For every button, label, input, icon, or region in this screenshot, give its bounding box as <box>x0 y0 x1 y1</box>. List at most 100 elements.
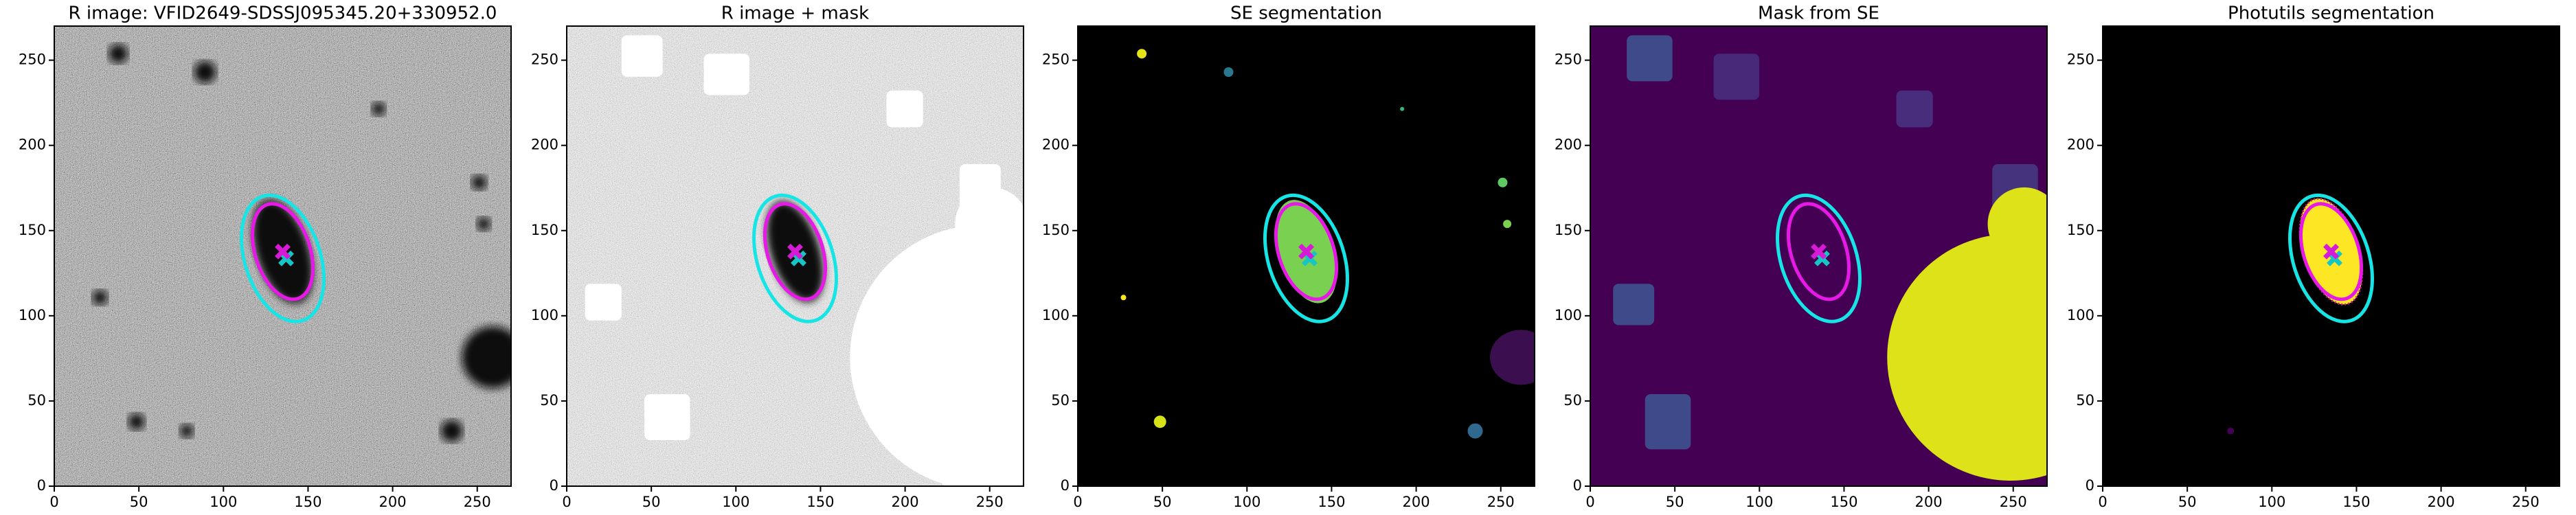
y-tick-label: 150 <box>1042 222 1070 238</box>
segment <box>1137 49 1147 59</box>
segment <box>1120 295 1127 301</box>
x-tick-label: 150 <box>806 494 834 510</box>
y-tick-label: 200 <box>2067 137 2094 153</box>
x-tick-label: 250 <box>1487 494 1515 510</box>
outer-ellipse <box>2288 193 2374 323</box>
x-tick-label: 250 <box>2512 494 2540 510</box>
outer-ellipse <box>1263 193 1349 323</box>
y-tick-label: 100 <box>19 307 46 323</box>
mask-region <box>1713 54 1760 100</box>
x-tick-label: 0 <box>562 494 571 510</box>
outer-ellipse <box>240 193 326 323</box>
center-marker <box>787 243 803 260</box>
mask-region <box>1645 394 1691 450</box>
x-tick-label: 50 <box>2178 494 2197 510</box>
x-tick-label: 100 <box>1745 494 1773 510</box>
inner-ellipse <box>2298 202 2364 301</box>
y-tick-label: 0 <box>1573 477 1582 494</box>
center-marker <box>1811 243 1827 260</box>
star <box>477 217 491 231</box>
y-tick-label: 0 <box>37 477 46 494</box>
x-tick-label: 200 <box>892 494 919 510</box>
segment <box>1153 415 1166 428</box>
panel-title: Mask from SE <box>1758 3 1879 24</box>
x-tick-label: 100 <box>1233 494 1261 510</box>
outer-ellipse <box>1776 193 1862 323</box>
mask-region <box>1896 90 1933 128</box>
y-tick-label: 100 <box>2067 307 2094 323</box>
segment <box>1498 177 1508 187</box>
y-tick-label: 200 <box>531 137 558 153</box>
mask-region <box>703 54 749 95</box>
y-tick-label: 50 <box>1051 392 1070 409</box>
y-tick-label: 150 <box>1555 222 1582 238</box>
segment <box>1400 106 1405 111</box>
image-panel <box>54 26 511 486</box>
image-panel <box>1590 26 2047 486</box>
panel-title: SE segmentation <box>1230 3 1382 24</box>
y-tick-label: 100 <box>1555 307 1582 323</box>
inner-ellipse <box>250 202 315 301</box>
image-panel <box>1078 26 1535 486</box>
y-tick-label: 250 <box>19 52 46 68</box>
center-marker <box>1298 243 1314 260</box>
segment <box>2227 427 2235 435</box>
segment <box>1223 67 1234 77</box>
y-tick-label: 50 <box>540 392 558 409</box>
y-tick-label: 200 <box>1555 137 1582 153</box>
y-tick-label: 200 <box>19 137 46 153</box>
x-tick-label: 150 <box>1318 494 1345 510</box>
axes-frame <box>54 25 512 487</box>
x-tick-label: 0 <box>1073 494 1082 510</box>
x-tick-label: 150 <box>2342 494 2370 510</box>
y-tick-label: 100 <box>1042 307 1070 323</box>
x-tick-label: 0 <box>1585 494 1594 510</box>
y-tick-label: 150 <box>531 222 558 238</box>
panel-title: Photutils segmentation <box>2228 3 2434 24</box>
x-tick-label: 50 <box>642 494 661 510</box>
x-tick-label: 100 <box>722 494 749 510</box>
panel-title: R image + mask <box>721 3 870 24</box>
star <box>179 424 194 438</box>
y-tick-label: 0 <box>550 477 558 494</box>
x-tick-label: 150 <box>1830 494 1857 510</box>
x-tick-label: 0 <box>49 494 58 510</box>
y-tick-label: 100 <box>531 307 558 323</box>
outer-ellipse <box>752 193 838 323</box>
star <box>194 61 216 83</box>
y-tick-label: 150 <box>2067 222 2094 238</box>
y-tick-label: 50 <box>1563 392 1582 409</box>
mask-region <box>585 284 622 321</box>
mask-region <box>644 394 690 440</box>
y-tick-label: 150 <box>19 222 46 238</box>
mask-region <box>1887 233 2047 481</box>
star <box>471 174 487 190</box>
center-marker <box>2323 243 2339 260</box>
axes-frame <box>2102 25 2560 487</box>
x-tick-label: 50 <box>1153 494 1172 510</box>
inner-ellipse <box>1274 202 1339 301</box>
y-tick-label: 250 <box>2067 52 2094 68</box>
mask-region <box>1613 284 1655 325</box>
x-tick-label: 200 <box>379 494 407 510</box>
y-tick-label: 200 <box>1042 137 1070 153</box>
segment <box>1467 423 1483 439</box>
inner-ellipse <box>1786 202 1851 301</box>
star <box>128 413 145 431</box>
mask-region <box>886 90 923 128</box>
x-tick-label: 50 <box>130 494 148 510</box>
x-tick-label: 250 <box>2000 494 2027 510</box>
star <box>372 102 386 116</box>
star <box>92 290 108 306</box>
y-tick-label: 250 <box>531 52 558 68</box>
star <box>440 420 463 442</box>
y-tick-label: 0 <box>2086 477 2094 494</box>
inner-ellipse <box>762 202 828 301</box>
y-tick-label: 250 <box>1042 52 1070 68</box>
x-tick-label: 250 <box>464 494 491 510</box>
center-marker <box>275 243 291 260</box>
x-tick-label: 0 <box>2098 494 2107 510</box>
segment <box>1490 330 1535 385</box>
